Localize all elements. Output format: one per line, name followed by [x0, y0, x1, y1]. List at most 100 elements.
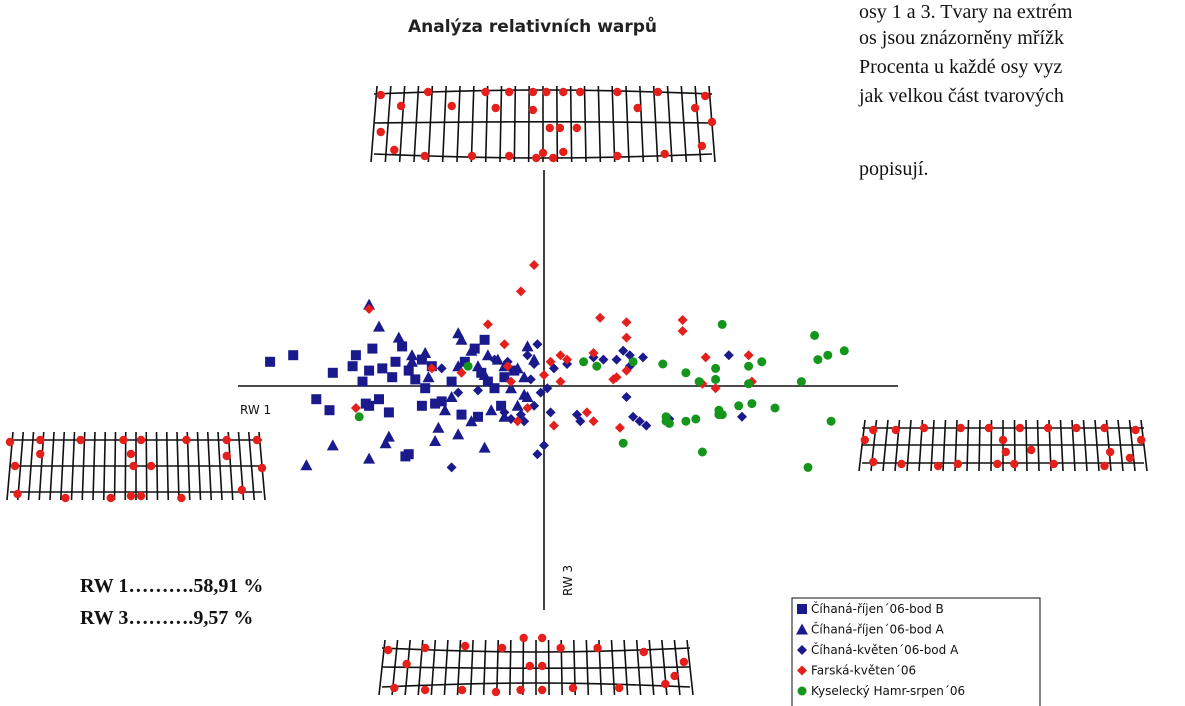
- data-point: [621, 392, 632, 402]
- grid-column-line: [1117, 419, 1124, 472]
- data-point: [628, 357, 638, 367]
- data-point: [575, 416, 586, 427]
- data-point: [592, 361, 602, 371]
- legend-entry: Číhaná-říjen´06-bod A: [811, 622, 945, 637]
- landmark-dot: [126, 491, 136, 501]
- data-point: [677, 326, 688, 336]
- grid-column-line: [652, 85, 659, 163]
- grid-column-line: [38, 431, 45, 501]
- data-point: [714, 410, 724, 420]
- data-point: [374, 394, 384, 405]
- landmark-dot: [1043, 423, 1053, 433]
- landmark-dot: [537, 685, 547, 695]
- caption-line-2: os jsou znázorněny mřížk: [859, 27, 1064, 49]
- landmark-dot: [505, 87, 514, 97]
- grid-column-line: [482, 639, 487, 696]
- data-point: [489, 383, 500, 394]
- data-point: [482, 376, 493, 387]
- rw3-percentage: RW 3……….9,57 %: [80, 607, 253, 629]
- grid-column-line: [666, 85, 673, 163]
- grid-column-line: [1036, 419, 1040, 472]
- landmark-dot: [136, 491, 146, 501]
- grid-column-line: [155, 431, 159, 501]
- data-point: [723, 350, 734, 361]
- data-point: [638, 352, 648, 363]
- data-point: [478, 441, 491, 453]
- grid-column-line: [942, 419, 947, 472]
- data-point: [839, 346, 849, 356]
- landmark-dot: [559, 147, 568, 157]
- landmark-dot: [1125, 453, 1135, 463]
- data-point: [446, 462, 457, 473]
- data-point: [364, 365, 375, 376]
- grid-column-line: [635, 639, 642, 696]
- data-point: [747, 399, 757, 409]
- grid-column-line: [398, 85, 406, 163]
- landmark-dot: [1072, 423, 1081, 433]
- data-point: [502, 361, 513, 372]
- data-point: [521, 391, 534, 402]
- grid-column-line: [978, 419, 981, 472]
- series-2: [300, 298, 541, 471]
- landmark-dot: [660, 149, 669, 159]
- data-point: [621, 317, 632, 328]
- landmark-dot: [538, 148, 548, 158]
- data-point: [737, 411, 747, 422]
- data-point: [456, 367, 467, 378]
- landmark-dot: [697, 141, 707, 151]
- landmark-dot: [222, 435, 231, 445]
- landmark-dot: [537, 661, 547, 671]
- landmark-dot: [497, 643, 507, 653]
- legend-box: [791, 597, 1041, 706]
- landmark-dot: [129, 461, 138, 471]
- data-point: [803, 462, 813, 472]
- data-point: [505, 382, 517, 394]
- landmark-dot: [177, 493, 186, 503]
- data-point: [473, 385, 483, 396]
- landmark-dot: [5, 437, 15, 447]
- data-point: [634, 416, 645, 427]
- landmark-dot: [572, 123, 581, 133]
- data-point: [472, 360, 484, 372]
- data-point: [360, 398, 371, 409]
- data-point: [621, 365, 632, 376]
- landmark-dot: [575, 87, 585, 97]
- data-point: [548, 420, 559, 431]
- landmark-dot: [1049, 459, 1058, 469]
- grid-column-line: [70, 431, 76, 501]
- landmark-dot: [1010, 459, 1019, 469]
- data-point: [392, 331, 405, 343]
- landmark-dot: [376, 90, 385, 100]
- data-point: [419, 347, 432, 358]
- landmark-dot: [13, 489, 22, 499]
- landmark-dot: [633, 103, 642, 113]
- grid-column-line: [247, 431, 256, 501]
- grid-column-line: [430, 639, 437, 696]
- grid-column-line: [27, 431, 35, 501]
- data-point: [621, 332, 632, 343]
- landmark-dot: [1027, 445, 1036, 455]
- data-point: [288, 350, 299, 361]
- triangle-icon: [796, 623, 808, 635]
- caption-line-5: popisují.: [859, 158, 928, 180]
- landmark-dot: [542, 87, 551, 97]
- data-point: [465, 415, 478, 427]
- series-3: [436, 339, 747, 473]
- landmark-dot: [548, 153, 558, 163]
- landmark-dot: [126, 449, 136, 459]
- data-point: [459, 356, 470, 367]
- grid-column-line: [569, 85, 573, 163]
- x-axis-label: RW 1: [240, 403, 271, 417]
- data-point: [539, 440, 549, 451]
- grid-column-line: [522, 639, 525, 696]
- grid-column-line: [1140, 419, 1148, 472]
- landmark-dot: [76, 435, 85, 445]
- landmark-dot: [701, 91, 710, 101]
- landmark-dot: [993, 459, 1002, 469]
- landmark-dot: [556, 643, 565, 653]
- landmark-dot: [119, 435, 128, 445]
- data-point: [734, 401, 744, 411]
- legend-entry: Číhaná-říjen´06-bod B: [811, 601, 944, 616]
- grid-column-line: [165, 431, 170, 501]
- data-point: [658, 359, 668, 369]
